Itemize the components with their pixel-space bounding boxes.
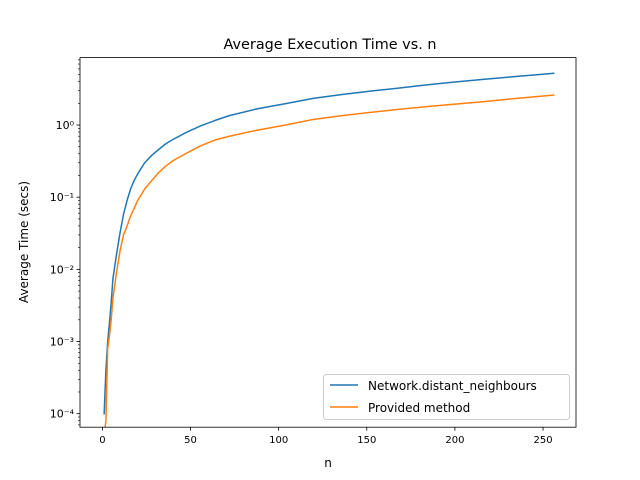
y-axis-label: Average Time (secs) xyxy=(17,181,31,303)
x-tick-label: 150 xyxy=(357,435,376,446)
legend-box xyxy=(323,374,570,420)
x-axis-label: n xyxy=(324,456,332,470)
x-axis-ticks: 0 50 100 150 200 250 xyxy=(99,427,553,446)
x-tick-label: 50 xyxy=(184,435,197,446)
legend-label-series-2: Provided method xyxy=(368,401,470,415)
x-tick-label: 250 xyxy=(533,435,552,446)
series-line-1 xyxy=(103,72,555,415)
y-tick-label: 10⁻¹ xyxy=(50,191,74,204)
series-layer xyxy=(103,72,555,428)
plot-frame xyxy=(79,57,577,428)
series-line-2 xyxy=(104,94,555,428)
y-tick-label: 10⁻² xyxy=(50,263,74,276)
chart-title: Average Execution Time vs. n xyxy=(224,37,437,53)
legend-label-series-1: Network.distant_neighbours xyxy=(368,379,537,393)
y-tick-label: 10⁻³ xyxy=(50,336,74,349)
y-axis-ticks: 10⁻⁴ 10⁻³ 10⁻² 10⁻¹ 10⁰ xyxy=(50,59,80,426)
y-tick-label: 10⁰ xyxy=(56,119,75,132)
x-tick-label: 0 xyxy=(99,435,105,446)
legend: Network.distant_neighbours Provided meth… xyxy=(323,374,570,420)
x-tick-label: 200 xyxy=(445,435,464,446)
y-tick-label: 10⁻⁴ xyxy=(50,408,75,421)
x-tick-label: 100 xyxy=(269,435,288,446)
